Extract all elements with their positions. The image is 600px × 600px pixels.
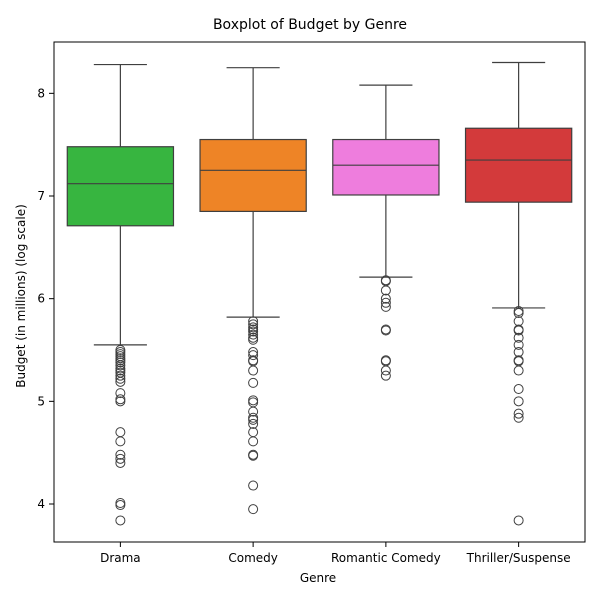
x-axis-label: Genre (300, 571, 336, 585)
y-tick-label: 8 (37, 86, 45, 100)
outlier-thriller-suspense (513, 325, 524, 336)
outlier-comedy (248, 427, 259, 438)
plot-frame (53, 41, 586, 543)
outlier-comedy (248, 334, 259, 345)
outlier-thriller-suspense (513, 408, 524, 419)
outlier-drama (115, 388, 126, 399)
outlier-drama (115, 394, 126, 405)
x-tick-label: Comedy (228, 551, 278, 565)
outlier-comedy (248, 436, 259, 447)
outlier-drama (115, 457, 126, 468)
outlier-romantic-comedy (380, 285, 391, 296)
box-drama (66, 146, 175, 227)
chart-title: Boxplot of Budget by Genre (213, 17, 407, 33)
outlier-comedy (248, 326, 259, 337)
outlier-comedy (248, 397, 259, 408)
outlier-drama (115, 515, 126, 526)
outlier-comedy (248, 350, 259, 361)
outlier-comedy (248, 395, 259, 406)
outlier-drama (115, 360, 126, 371)
outlier-romantic-comedy (380, 365, 391, 376)
outlier-comedy (248, 377, 259, 388)
outlier-comedy (248, 316, 259, 327)
box-comedy (199, 138, 307, 213)
outlier-thriller-suspense (513, 515, 524, 526)
outlier-romantic-comedy (380, 301, 391, 312)
outlier-romantic-comedy (380, 293, 391, 304)
outlier-drama (115, 396, 126, 407)
outlier-thriller-suspense (513, 316, 524, 327)
x-tick-label: Romantic Comedy (331, 551, 441, 565)
outlier-thriller-suspense (513, 396, 524, 407)
outlier-thriller-suspense (513, 412, 524, 423)
outlier-drama (115, 449, 126, 460)
outlier-thriller-suspense (513, 332, 524, 343)
y-axis-label: Budget (in millions) (log scale) (14, 204, 28, 388)
plot-area: 4 5 6 7 8 Drama Comedy Romantic Comedy Thriller/… (37, 41, 586, 565)
outlier-romantic-comedy (380, 370, 391, 381)
outlier-comedy (248, 504, 259, 515)
box-romantic-comedy (332, 138, 440, 196)
outlier-drama (115, 373, 126, 384)
y-tick-label: 5 (37, 394, 45, 408)
outlier-comedy (248, 324, 259, 335)
box-thriller-suspense (464, 127, 573, 203)
outlier-comedy (248, 406, 259, 417)
outlier-comedy (248, 365, 259, 376)
outlier-drama (115, 427, 126, 438)
x-tick-label: Drama (100, 551, 141, 565)
outlier-drama (115, 500, 126, 511)
outlier-comedy (248, 480, 259, 491)
y-tick-label: 6 (37, 292, 45, 306)
outlier-drama (115, 357, 126, 368)
outlier-comedy (248, 450, 259, 461)
outlier-comedy (248, 329, 259, 340)
outlier-drama (115, 370, 126, 381)
outlier-drama (115, 365, 126, 376)
outlier-romantic-comedy (380, 297, 391, 308)
x-tick-label: Thriller/Suspense (466, 551, 571, 565)
outlier-drama (115, 436, 126, 447)
outlier-thriller-suspense (513, 339, 524, 350)
outlier-romantic-comedy (380, 325, 391, 336)
outlier-thriller-suspense (513, 365, 524, 376)
outlier-comedy (248, 319, 259, 330)
y-tick-label: 4 (37, 497, 45, 511)
outlier-thriller-suspense (513, 308, 524, 319)
outlier-drama (115, 376, 126, 387)
outlier-thriller-suspense (513, 384, 524, 395)
outlier-drama (115, 453, 126, 464)
outlier-comedy (248, 414, 259, 425)
y-tick-label: 7 (37, 189, 45, 203)
outlier-drama (115, 497, 126, 508)
outlier-comedy (248, 418, 259, 429)
